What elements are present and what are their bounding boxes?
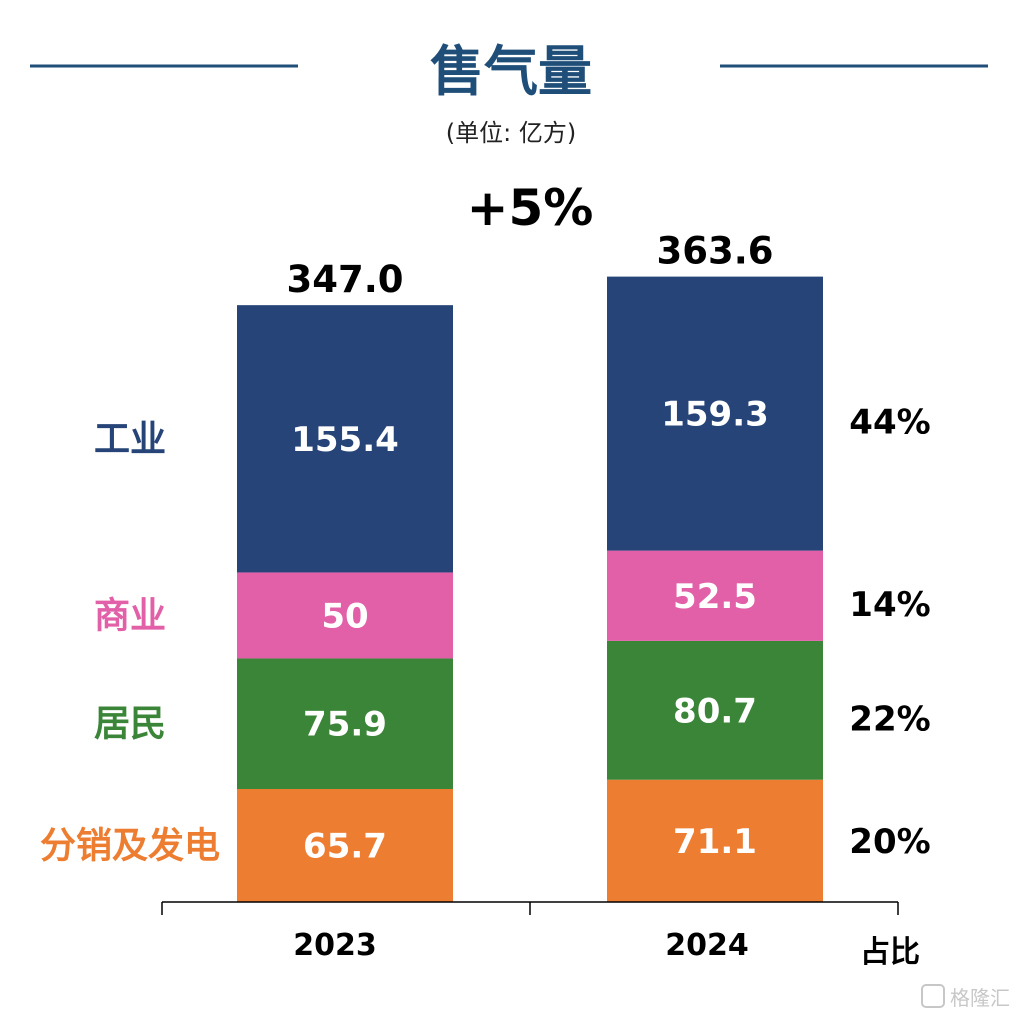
- x-tick-label: 2024: [665, 928, 749, 963]
- x-tick-label: 2023: [293, 928, 377, 963]
- share-label: 44%: [849, 403, 930, 443]
- segment-value-label: 52.5: [673, 577, 757, 617]
- segment-value-label: 159.3: [661, 395, 769, 435]
- series-name-label: 商业: [94, 595, 166, 636]
- series-name-label: 分销及发电: [40, 825, 220, 866]
- bar-segment: [237, 658, 453, 789]
- watermark-text: 格隆汇: [950, 986, 1010, 1010]
- series-name-label: 居民: [94, 704, 166, 745]
- watermark: 格隆汇: [921, 984, 1010, 1010]
- bar-segment: [607, 276, 823, 551]
- segment-value-label: 75.9: [303, 705, 387, 745]
- share-label: 14%: [849, 585, 930, 625]
- chart-title: 售气量: [430, 40, 592, 103]
- segment-value-label: 65.7: [303, 826, 387, 866]
- series-name-label: 工业: [94, 419, 166, 460]
- segment-value-label: 155.4: [291, 420, 399, 460]
- bar-group: 65.7 75.9 50 155.4 347.0 71.1 80.7 52.5 159.3 363…: [237, 230, 823, 902]
- segment-value-label: 71.1: [673, 822, 757, 862]
- bar-segment: [607, 640, 823, 780]
- bar-segment: [607, 550, 823, 641]
- bar-segment: [237, 572, 453, 659]
- segment-value-label: 80.7: [673, 691, 757, 731]
- series-name-group: 分销及发电 居民 商业 工业: [40, 419, 220, 867]
- watermark-logo-icon: [921, 984, 945, 1008]
- share-header: 占比: [860, 935, 920, 970]
- bar-segment: [237, 305, 453, 573]
- share-label: 22%: [849, 699, 930, 739]
- bar-total-label: 363.6: [656, 230, 773, 273]
- share-group: 20% 22% 14% 44%: [849, 403, 930, 862]
- chart-subtitle: (单位: 亿方): [446, 119, 576, 147]
- bar-total-label: 347.0: [286, 258, 403, 301]
- bar-segment: [607, 779, 823, 902]
- x-tick-labels: 2023 2024: [293, 928, 749, 963]
- share-label: 20%: [849, 822, 930, 862]
- growth-label: +5%: [467, 179, 594, 237]
- segment-value-label: 50: [321, 596, 368, 636]
- bar-segment: [237, 788, 453, 902]
